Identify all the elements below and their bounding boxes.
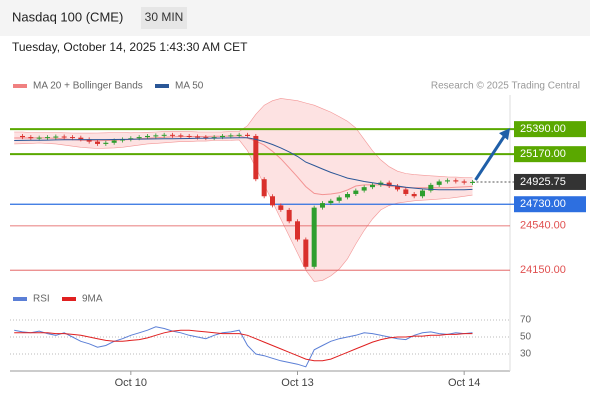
legend-label: MA 20 + Bollinger Bands (33, 81, 143, 92)
series-line (14, 329, 473, 362)
candle-body (53, 136, 59, 138)
level-label-box (514, 196, 586, 213)
legend-swatch (13, 297, 27, 301)
candle-body (303, 239, 309, 267)
level-label: 24540.00 (520, 220, 566, 232)
price-label: 24925.75 (520, 176, 566, 188)
candle-body (311, 207, 317, 267)
candle-body (178, 135, 184, 137)
candle-body (245, 134, 250, 136)
candle-body (345, 193, 350, 198)
legend-swatch (62, 297, 76, 301)
candle-body (403, 189, 409, 194)
candle-body (203, 137, 209, 139)
series-line (14, 326, 473, 368)
candle-body (36, 137, 42, 139)
candle-body (86, 139, 92, 142)
candle-body (111, 140, 117, 143)
candle-body (428, 184, 434, 191)
ma50-line (14, 137, 473, 191)
legend-label: MA 50 (175, 81, 204, 92)
candle-body (361, 187, 367, 191)
candle-body (61, 136, 67, 138)
arrow-head (499, 128, 510, 141)
interval-button[interactable] (141, 7, 187, 29)
candle-body (228, 135, 234, 137)
level-label: 25170.00 (520, 148, 566, 160)
candle-body (136, 137, 142, 139)
candle-body (20, 135, 25, 138)
candle-body (370, 184, 375, 188)
bollinger-fill (14, 98, 473, 282)
level-label-box (514, 146, 586, 163)
y-tick-label: 30 (520, 349, 532, 360)
candle-body (328, 200, 334, 204)
candle-body (220, 135, 225, 138)
candle-body (453, 180, 459, 182)
candle-body (186, 135, 192, 137)
candle-body (445, 180, 450, 182)
candle-body (195, 136, 200, 138)
level-label: 24150.00 (520, 264, 566, 276)
legend-swatch (13, 84, 27, 88)
candle-body (411, 193, 417, 197)
candle-body (120, 139, 125, 141)
interval-label[interactable]: 30 MIN (145, 10, 184, 24)
candle-body (395, 186, 400, 190)
candle-body (270, 196, 275, 206)
candle-body (353, 190, 359, 194)
candle-body (420, 190, 425, 197)
candle-body (70, 137, 75, 139)
candle-body (211, 137, 217, 139)
x-tick-label: Oct 14 (448, 377, 480, 389)
instrument-title: Nasdaq 100 (CME) (12, 9, 123, 24)
timestamp: Tuesday, October 14, 2025 1:43:30 AM CET (12, 40, 248, 54)
candle-body (236, 134, 242, 136)
legend-swatch (155, 84, 169, 88)
candle-body (170, 134, 175, 136)
candle-body (45, 137, 50, 139)
candle-body (161, 134, 167, 136)
candle-body (253, 135, 259, 180)
candle-body (320, 203, 325, 208)
credit: Research © 2025 Trading Central (431, 81, 580, 92)
candle-body (28, 137, 34, 139)
candle-body (470, 181, 475, 183)
bollinger-lower (14, 139, 473, 282)
header-bar (0, 0, 590, 36)
legend-label: 9MA (82, 294, 103, 305)
level-label: 25390.00 (520, 123, 566, 135)
target-arrow (474, 134, 507, 181)
candle-body (286, 209, 292, 222)
level-label-box (514, 121, 586, 138)
x-tick-label: Oct 10 (115, 377, 147, 389)
legend-label: RSI (33, 294, 50, 305)
candle-body (261, 179, 267, 197)
y-tick-label: 50 (520, 332, 532, 343)
candle-body (103, 142, 109, 144)
candle-body (78, 137, 84, 140)
candle-body (386, 182, 392, 187)
candle-body (295, 221, 300, 240)
candle-body (145, 135, 150, 138)
candle-body (461, 181, 467, 183)
candle-body (95, 141, 100, 144)
price-label-box (514, 173, 586, 190)
candle-body (153, 135, 159, 137)
level-label: 24730.00 (520, 198, 566, 210)
candle-body (336, 197, 342, 201)
y-tick-label: 70 (520, 315, 532, 326)
x-tick-label: Oct 13 (281, 377, 313, 389)
candle-body (436, 181, 442, 185)
candle-body (278, 205, 284, 210)
